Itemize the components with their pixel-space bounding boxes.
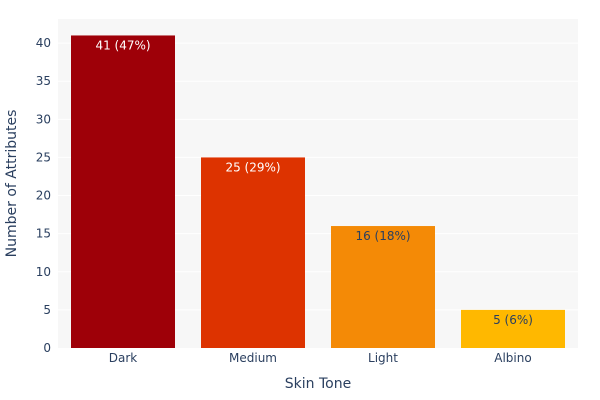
x-tick-label: Light — [368, 351, 398, 365]
y-tick-label: 30 — [36, 112, 51, 126]
y-tick-label: 40 — [36, 36, 51, 50]
y-tick-label: 25 — [36, 150, 51, 164]
x-tick-label: Medium — [229, 351, 277, 365]
y-tick-label: 5 — [43, 303, 51, 317]
x-tick-label: Albino — [494, 351, 531, 365]
bar-value-label: 25 (29%) — [225, 160, 280, 174]
y-tick-label: 10 — [36, 265, 51, 279]
x-axis-ticks: Dark Medium Light Albino — [109, 351, 532, 365]
y-axis-ticks: 0 5 10 15 20 25 30 35 40 — [36, 36, 51, 355]
bar-value-label: 5 (6%) — [493, 313, 533, 327]
x-axis-title: Skin Tone — [285, 376, 351, 392]
bar-medium[interactable] — [201, 157, 305, 348]
y-tick-label: 35 — [36, 74, 51, 88]
y-tick-label: 20 — [36, 189, 51, 203]
y-axis-title: Number of Attributes — [4, 110, 20, 258]
bar-albino[interactable] — [461, 309, 565, 348]
bar-dark[interactable] — [71, 35, 175, 349]
x-tick-label: Dark — [109, 351, 138, 365]
bars: 41 (47%) 25 (29%) 16 (18%) 5 (6%) — [71, 35, 565, 349]
y-tick-label: 0 — [43, 341, 51, 355]
y-tick-label: 15 — [36, 227, 51, 241]
bar-value-label: 16 (18%) — [355, 229, 410, 243]
bar-value-label: 41 (47%) — [95, 38, 150, 52]
bar-light[interactable] — [331, 226, 435, 348]
